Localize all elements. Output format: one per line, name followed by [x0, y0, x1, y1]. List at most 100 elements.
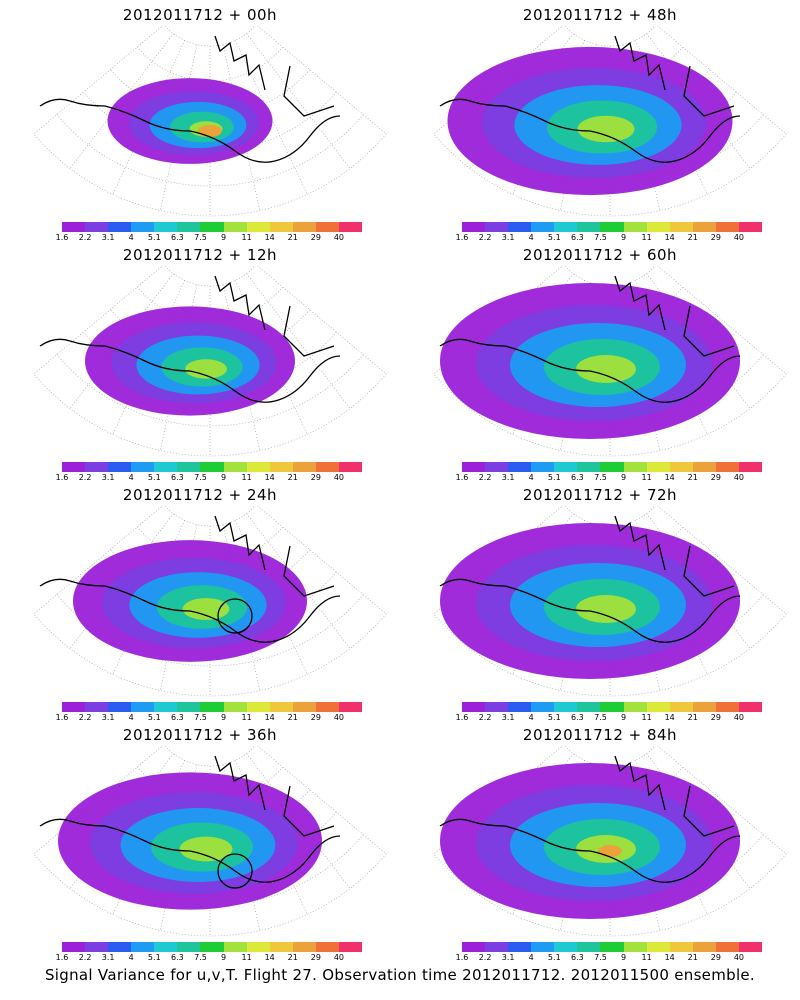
colorbar-tick-label: 7.5	[594, 713, 607, 722]
colorbar	[62, 462, 363, 472]
colorbar-tick-label: 40	[333, 713, 345, 722]
colorbar-segment	[600, 462, 624, 472]
colorbar-tick-label: 7.5	[194, 713, 207, 722]
colorbar-tick-label: 11	[241, 953, 252, 962]
colorbar-tick-label: 3.1	[101, 473, 115, 482]
coastline	[439, 98, 741, 163]
colorbar-tick-label: 4	[528, 713, 534, 722]
variance-contour	[577, 115, 635, 143]
colorbar-tick-label: 2.2	[478, 473, 492, 482]
colorbar-tick-label: 6.3	[171, 953, 184, 962]
colorbar-tick-label: 14	[264, 953, 275, 962]
variance-contour	[185, 359, 227, 379]
colorbar-tick-label: 11	[241, 473, 252, 482]
colorbar-tick-label: 21	[687, 473, 698, 482]
panel-title: 2012011712 + 84h	[522, 726, 678, 744]
colorbar-tick-label: 6.3	[171, 473, 184, 482]
colorbar-segment	[600, 702, 624, 712]
colorbar-tick-label: 29	[310, 233, 321, 242]
colorbar-segment	[692, 222, 716, 232]
colorbar-segment	[669, 702, 693, 712]
colorbar-segment	[246, 702, 270, 712]
arctic-islands-coastline	[614, 275, 735, 357]
colorbar-tick-label: 6.3	[171, 233, 184, 242]
colorbar-tick-label: 1.6	[455, 233, 469, 242]
forecast-panel: 2012011712 + 24h 1.6 2.2 3.1 4 5.1 6.3 7.5 9 11 14…	[0, 480, 400, 722]
colorbar-tick-label: 1.6	[455, 713, 469, 722]
colorbar-tick-label: 14	[664, 953, 675, 962]
colorbar-segment	[223, 222, 247, 232]
panel-title: 2012011712 + 24h	[122, 486, 278, 504]
colorbar-segment	[315, 702, 339, 712]
variance-map	[433, 506, 787, 697]
panel-title: 2012011712 + 36h	[122, 726, 278, 744]
colorbar-tick-label: 40	[333, 473, 345, 482]
variance-maximum	[198, 125, 222, 137]
colorbar-segment	[669, 942, 693, 952]
colorbar-tick-label: 40	[733, 713, 745, 722]
colorbar-tick-label: 21	[287, 233, 298, 242]
colorbar-labels: 1.6 2.2 3.1 4 5.1 6.3 7.5 9 11 14 21 29 40	[456, 473, 762, 483]
colorbar-labels: 1.6 2.2 3.1 4 5.1 6.3 7.5 9 11 14 21 29 40	[56, 473, 362, 483]
colorbar-segment	[485, 222, 509, 232]
colorbar-tick-label: 5.1	[547, 473, 561, 482]
colorbar-tick-label: 2.2	[478, 953, 492, 962]
colorbar	[62, 942, 363, 952]
colorbar	[462, 942, 763, 952]
variance-map	[433, 26, 787, 217]
colorbar-segment	[315, 222, 339, 232]
panel-title: 2012011712 + 60h	[522, 246, 678, 264]
colorbar-segment	[646, 222, 670, 232]
colorbar-tick-label: 7.5	[194, 953, 207, 962]
latitude-gridline	[56, 114, 364, 187]
colorbar-segment	[554, 942, 578, 952]
colorbar-segment	[177, 462, 201, 472]
colorbar-segment	[738, 222, 763, 232]
variance-contour	[179, 836, 233, 862]
colorbar-tick-label: 3.1	[101, 713, 115, 722]
colorbar-segment	[738, 702, 763, 712]
variance-map	[433, 746, 787, 937]
coastline	[39, 338, 341, 403]
colorbar-segment	[62, 942, 86, 952]
colorbar-tick-label: 11	[641, 233, 652, 242]
colorbar-segment	[485, 942, 509, 952]
forecast-panel: 2012011712 + 84h 1.6 2.2 3.1 4 5.1 6.3 7.5 9 11 14…	[400, 720, 800, 962]
colorbar-tick-label: 9	[220, 953, 227, 962]
colorbar-tick-label: 11	[641, 713, 652, 722]
arctic-islands-coastline	[214, 755, 335, 837]
colorbar-tick-label: 7.5	[594, 233, 607, 242]
colorbar-tick-label: 2.2	[78, 713, 92, 722]
colorbar-segment	[131, 942, 155, 952]
arctic-islands-coastline	[614, 35, 735, 117]
colorbar-tick-label: 6.3	[571, 713, 584, 722]
colorbar-tick-label: 5.1	[147, 953, 161, 962]
colorbar-tick-label: 4	[528, 233, 534, 242]
forecast-panel: 2012011712 + 72h 1.6 2.2 3.1 4 5.1 6.3 7.5 9 11 14…	[400, 480, 800, 722]
arctic-islands-coastline	[214, 515, 335, 597]
colorbar-tick-label: 6.3	[571, 233, 584, 242]
colorbar-segment	[154, 222, 178, 232]
forecast-panel: 2012011712 + 48h 1.6 2.2 3.1 4 5.1 6.3 7.5 9 11 14…	[400, 0, 800, 242]
latitude-gridline	[56, 354, 364, 427]
forecast-panel: 2012011712 + 36h 1.6 2.2 3.1 4 5.1 6.3 7.5 9 11 14…	[0, 720, 400, 962]
colorbar-tick-label: 29	[310, 713, 321, 722]
colorbar-segment	[531, 222, 555, 232]
longitude-gridline	[246, 33, 351, 169]
colorbar-segment	[131, 222, 155, 232]
variance-map	[33, 26, 387, 217]
colorbar-tick-label: 3.1	[501, 233, 515, 242]
colorbar-tick-label: 7.5	[594, 473, 607, 482]
colorbar-segment	[154, 462, 178, 472]
coastline	[39, 818, 341, 883]
colorbar-labels: 1.6 2.2 3.1 4 5.1 6.3 7.5 9 11 14 21 29 40	[56, 233, 362, 243]
colorbar-tick-label: 14	[664, 473, 675, 482]
colorbar-segment	[292, 222, 316, 232]
colorbar-tick-label: 40	[333, 953, 345, 962]
colorbar-segment	[462, 222, 486, 232]
colorbar-tick-label: 21	[687, 713, 698, 722]
colorbar-tick-label: 14	[664, 713, 675, 722]
colorbar-segment	[669, 462, 693, 472]
colorbar-tick-label: 4	[128, 233, 134, 242]
colorbar-segment	[62, 702, 86, 712]
